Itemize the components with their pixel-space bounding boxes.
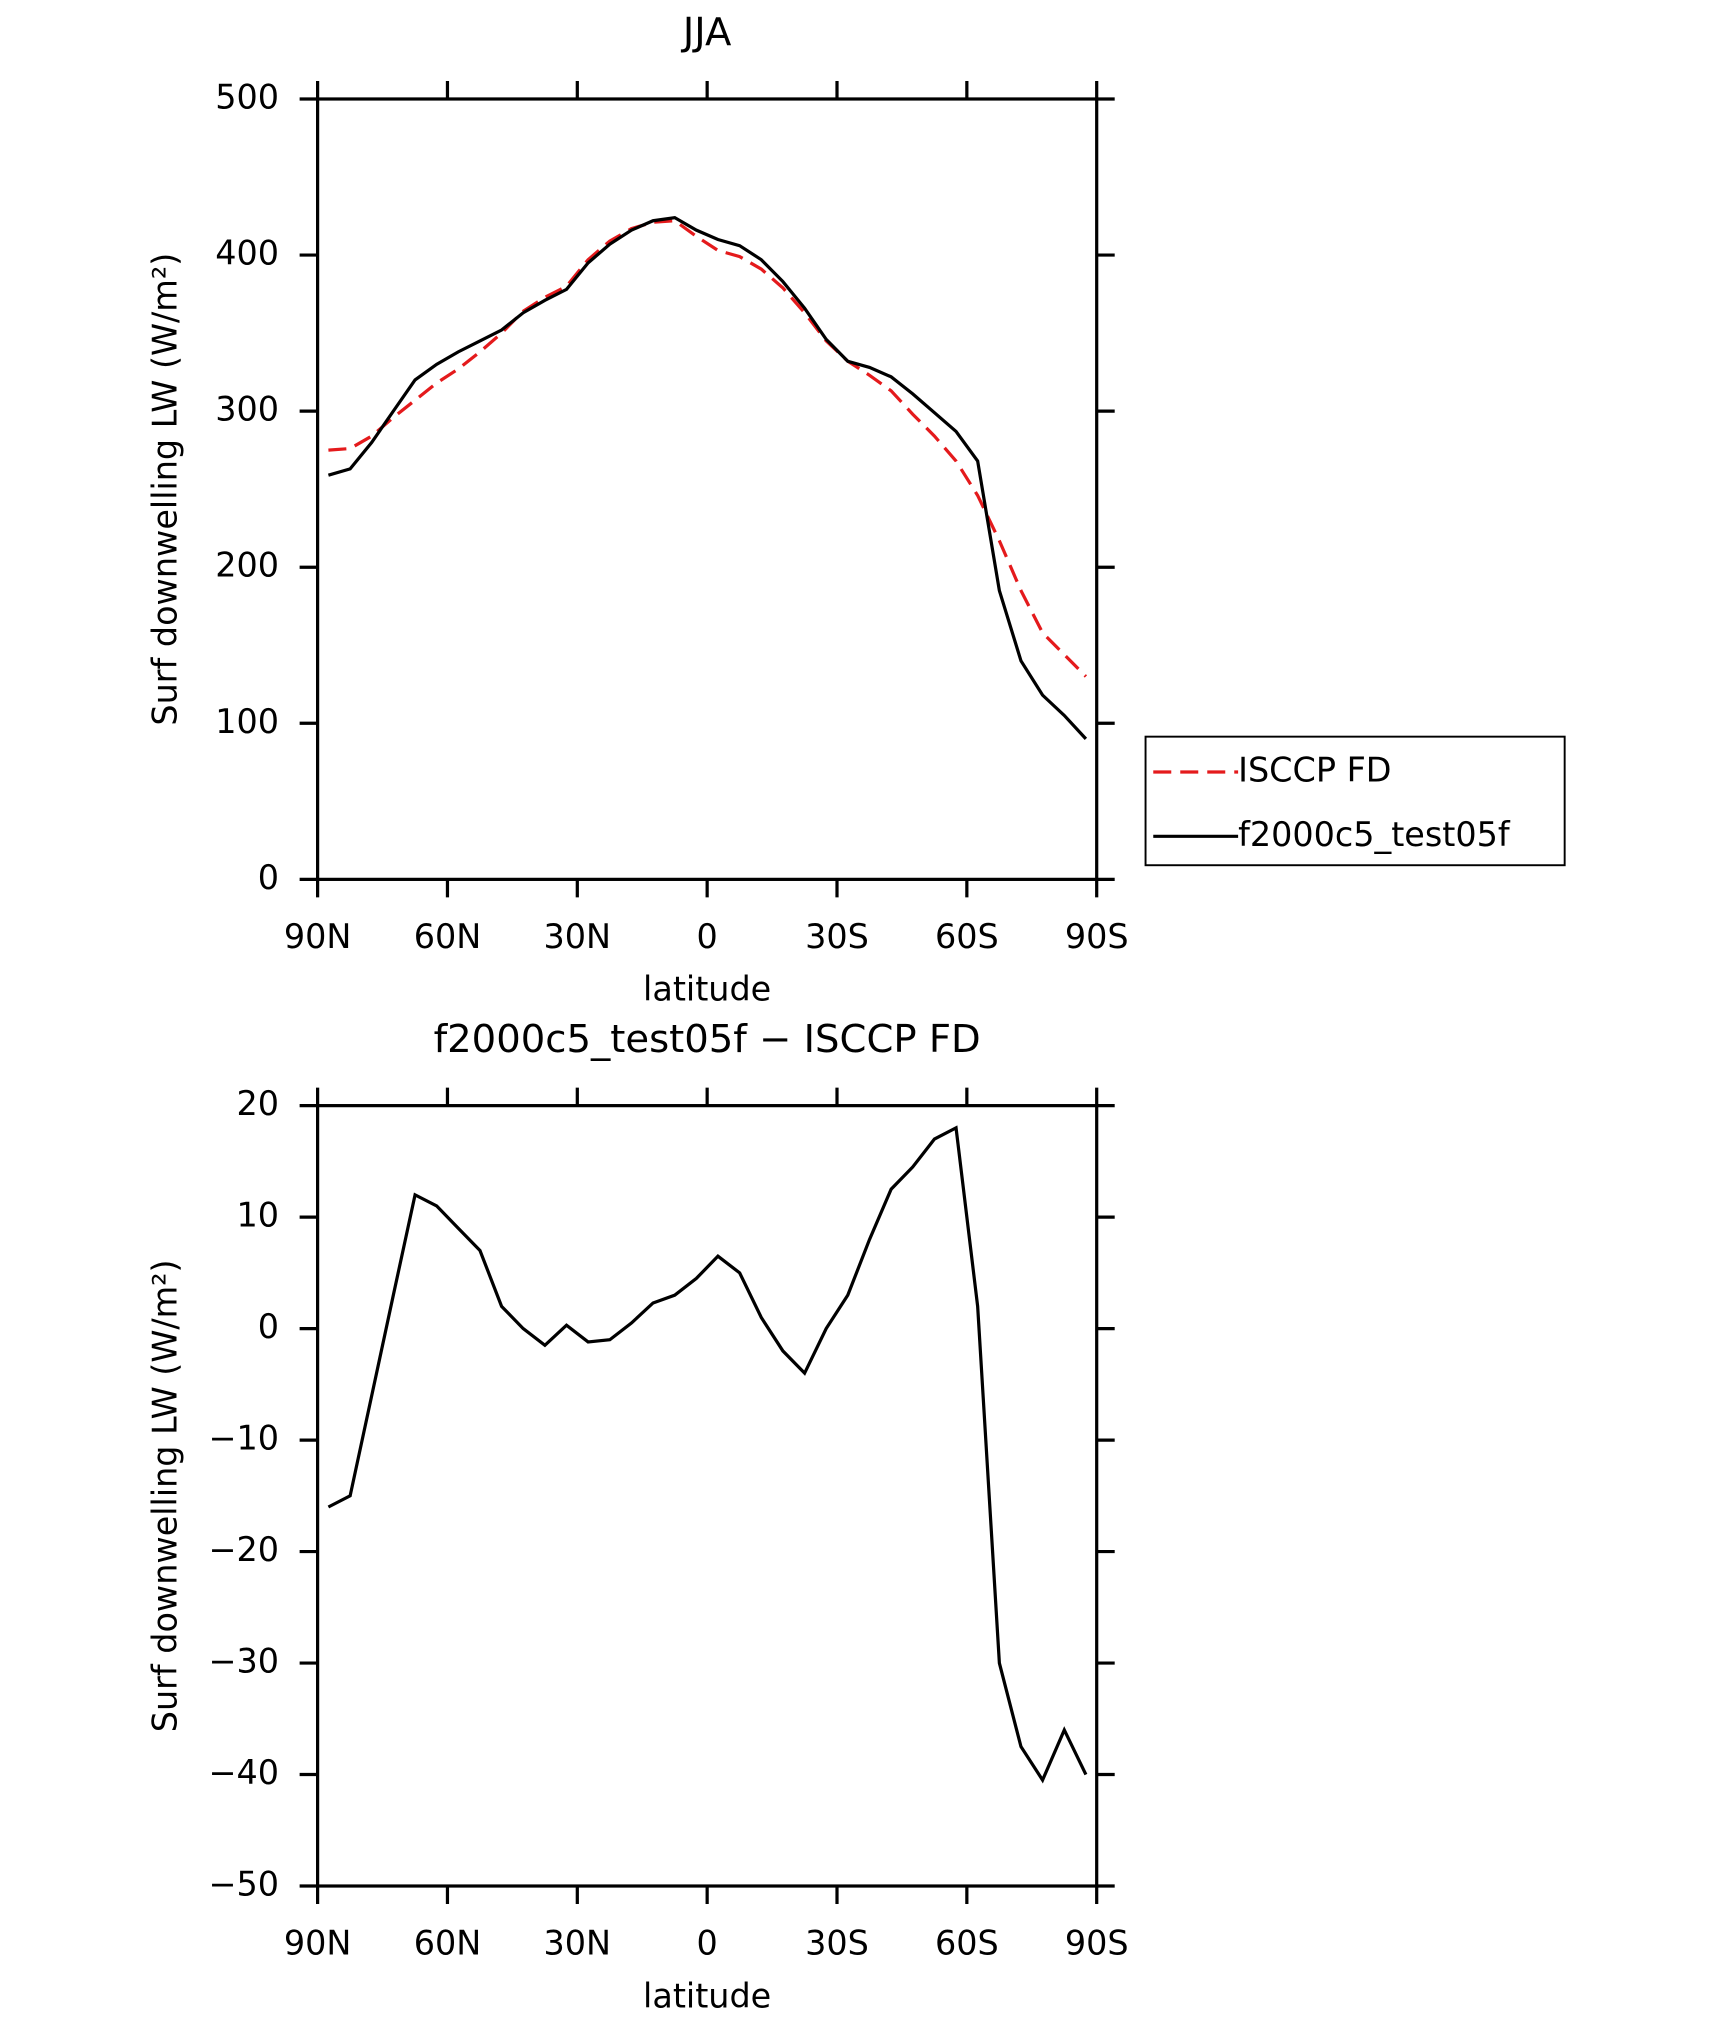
y-tick-label: 500 [215, 77, 279, 116]
x-tick-label: 60S [935, 917, 999, 956]
x-tick-label: 90S [1065, 1924, 1129, 1963]
y-tick-label: −20 [209, 1530, 279, 1569]
chart-title: JJA [681, 10, 732, 55]
legend-box [1144, 735, 1566, 867]
x-tick-label: 0 [697, 917, 718, 956]
x-tick-label: 30N [544, 1924, 612, 1963]
y-tick-label: 10 [237, 1196, 280, 1235]
y-tick-label: −40 [209, 1753, 279, 1792]
x-tick-label: 60N [414, 917, 482, 956]
x-tick-label: 0 [697, 1924, 718, 1963]
x-tick-label: 30S [805, 1924, 869, 1963]
data-line [328, 219, 1088, 678]
y-tick-label: 0 [258, 858, 279, 897]
plot-frame [316, 1104, 1099, 1888]
y-tick-label: −50 [209, 1865, 279, 1904]
y-tick-label: 0 [258, 1307, 279, 1346]
y-tick-label: 400 [215, 234, 279, 273]
x-tick-label: 90N [284, 1924, 352, 1963]
plot-frame [316, 97, 1099, 881]
x-axis-label: latitude [643, 1976, 771, 2015]
chart-title: f2000c5_test05f − ISCCP FD [434, 1017, 981, 1062]
y-tick-label: 100 [215, 702, 279, 741]
x-tick-label: 30N [544, 917, 612, 956]
x-axis-label: latitude [643, 970, 771, 1009]
y-tick-label: 20 [237, 1084, 280, 1123]
legend-label: ISCCP FD [1238, 751, 1391, 790]
y-axis-label: Surf downwelling LW (W/m²) [146, 1259, 185, 1732]
x-tick-label: 30S [805, 917, 869, 956]
y-tick-label: −30 [209, 1642, 279, 1681]
y-tick-label: 300 [215, 390, 279, 429]
y-axis-label: Surf downwelling LW (W/m²) [146, 253, 185, 726]
x-tick-label: 90N [284, 917, 352, 956]
y-tick-label: 200 [215, 546, 279, 585]
x-tick-label: 60N [414, 1924, 482, 1963]
legend-label: f2000c5_test05f [1238, 815, 1511, 854]
y-tick-label: −10 [209, 1419, 279, 1458]
x-tick-label: 60S [935, 1924, 999, 1963]
x-tick-label: 90S [1065, 917, 1129, 956]
data-line [327, 215, 1088, 740]
data-line [327, 1125, 1088, 1784]
